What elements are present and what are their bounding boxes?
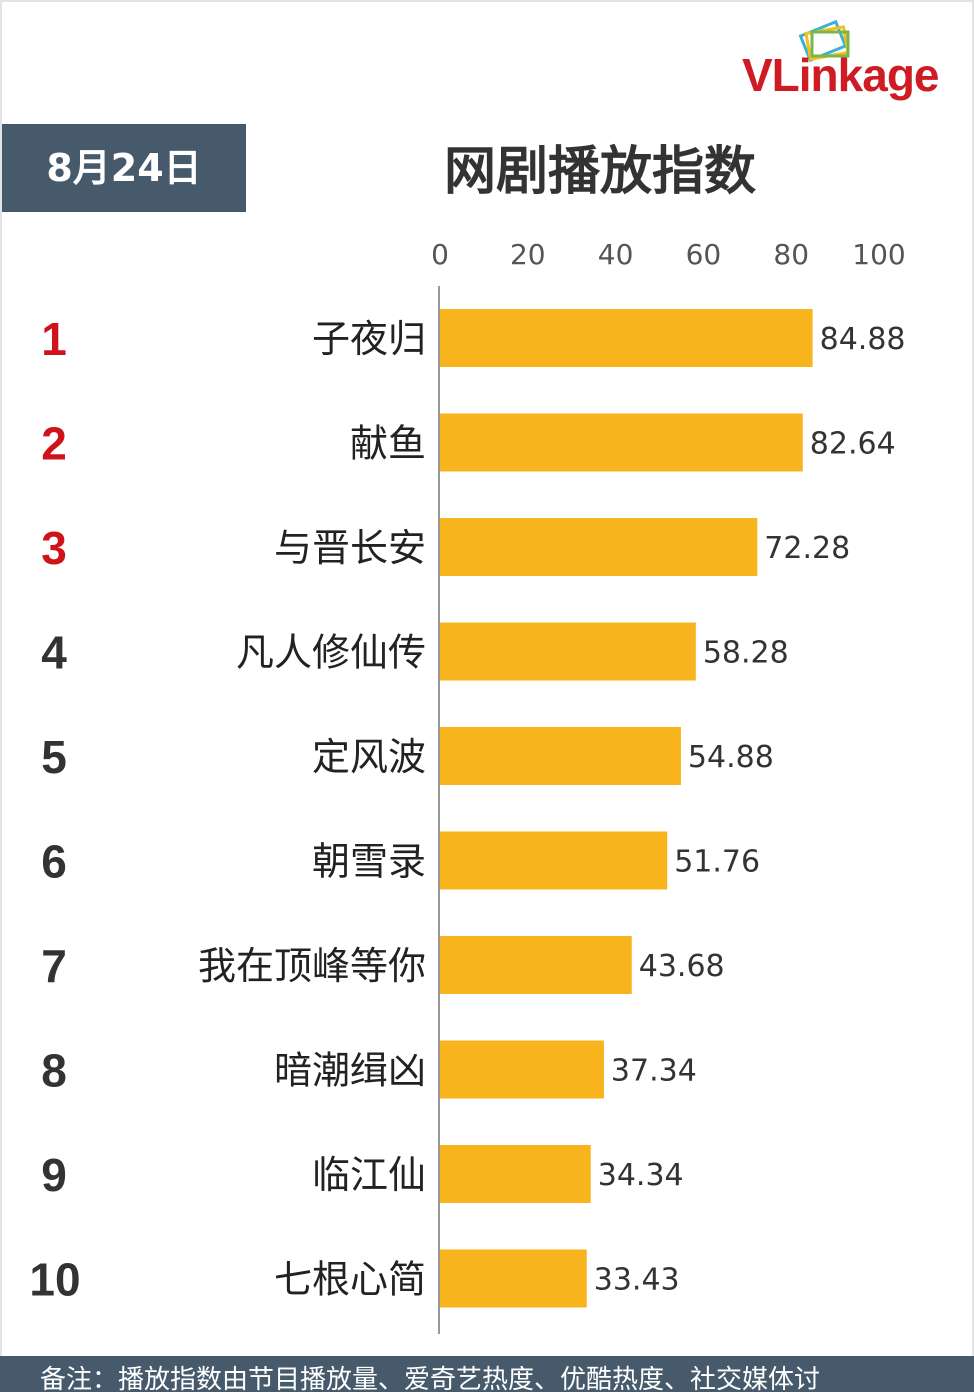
x-tick-label: 100 [852, 238, 905, 271]
bar [440, 1145, 591, 1203]
chart-row: 4 凡人修仙传 58.28 [41, 622, 789, 681]
x-axis-ticks: 0 20 40 60 80 100 [431, 238, 906, 271]
bar [440, 936, 632, 994]
chart-rows: 1 子夜归 84.88 2 献鱼 82.64 3 与晋长安 72.28 4 凡人修仙传 58.28 5 定… [29, 309, 906, 1308]
bar-chart: 0 20 40 60 80 100 1 子夜归 84.88 2 献鱼 82.64 3 与晋长安 72.28… [29, 238, 906, 1334]
value-label: 43.68 [639, 949, 725, 984]
category-label: 朝雪录 [312, 840, 426, 884]
category-label: 献鱼 [350, 422, 426, 466]
category-label: 暗潮缉凶 [274, 1049, 426, 1093]
value-label: 54.88 [688, 740, 774, 775]
x-tick-label: 80 [773, 238, 809, 271]
value-label: 84.88 [820, 322, 906, 357]
chart-row: 8 暗潮缉凶 37.34 [41, 1040, 697, 1099]
category-label: 凡人修仙传 [236, 631, 426, 675]
bar [440, 831, 668, 890]
chart-row: 6 朝雪录 51.76 [41, 831, 760, 890]
chart-row: 2 献鱼 82.64 [41, 413, 896, 472]
rank-number: 1 [41, 313, 67, 365]
bar [440, 727, 681, 785]
rank-number: 8 [41, 1045, 67, 1097]
chart-row: 3 与晋长安 72.28 [41, 518, 850, 576]
category-label: 定风波 [312, 735, 426, 779]
value-label: 37.34 [611, 1054, 697, 1089]
chart-row: 9 临江仙 34.34 [41, 1145, 684, 1203]
rank-number: 2 [41, 418, 67, 470]
rank-number: 5 [41, 731, 67, 783]
category-label: 与晋长安 [274, 526, 426, 570]
date-badge: 8月24日 [2, 124, 246, 212]
chart-title: 网剧播放指数 [443, 142, 756, 202]
x-tick-label: 60 [686, 238, 722, 271]
footer-note: 备注：播放指数由节目播放量、爱奇艺热度、优酷热度、社交媒体讨 [0, 1356, 974, 1392]
category-label: 我在顶峰等你 [198, 944, 426, 988]
x-tick-label: 0 [431, 238, 449, 271]
value-label: 33.43 [594, 1263, 680, 1298]
bar [440, 518, 758, 576]
category-label: 子夜归 [312, 317, 426, 361]
category-label: 七根心简 [274, 1258, 426, 1302]
rank-number: 3 [41, 522, 67, 574]
x-tick-label: 40 [598, 238, 634, 271]
value-label: 82.64 [810, 427, 896, 462]
bar [440, 1040, 604, 1099]
category-label: 临江仙 [312, 1153, 426, 1197]
logo-card-icon [798, 19, 850, 62]
chart-row: 1 子夜归 84.88 [41, 309, 906, 367]
rank-number: 9 [41, 1149, 67, 1201]
rank-number: 6 [41, 836, 67, 888]
logo-text: VLinkage [742, 49, 940, 101]
value-label: 58.28 [703, 636, 789, 671]
rank-number: 10 [29, 1254, 80, 1306]
rank-number: 4 [41, 627, 67, 679]
bar [440, 309, 813, 367]
value-label: 51.76 [674, 845, 760, 880]
chart-row: 10 七根心简 33.43 [29, 1249, 680, 1308]
value-label: 34.34 [598, 1158, 684, 1193]
bar [440, 1249, 587, 1308]
bar [440, 622, 696, 681]
vlinkage-logo: VLinkage [742, 18, 968, 108]
chart-row: 5 定风波 54.88 [41, 727, 774, 785]
rank-number: 7 [41, 940, 67, 992]
value-label: 72.28 [764, 531, 850, 566]
bar [440, 413, 803, 472]
x-tick-label: 20 [510, 238, 546, 271]
chart-row: 7 我在顶峰等你 43.68 [41, 936, 725, 994]
